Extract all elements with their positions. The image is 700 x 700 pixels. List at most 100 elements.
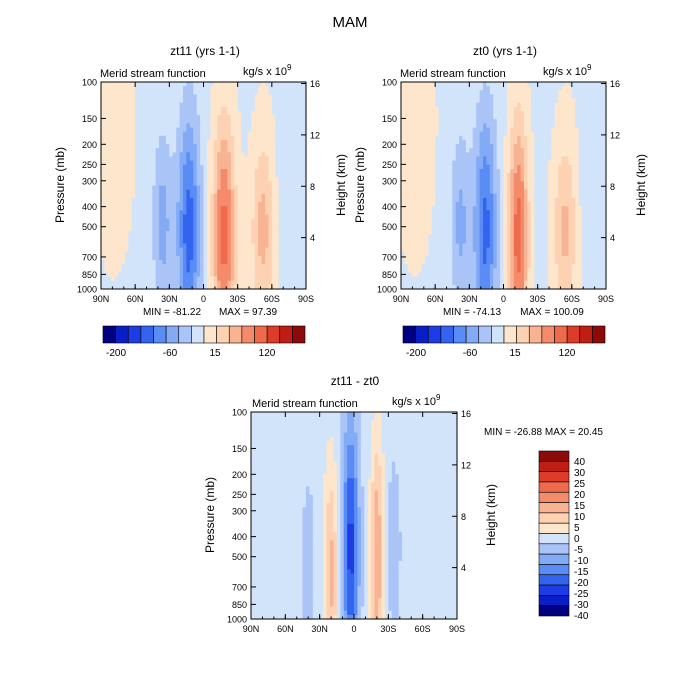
contour-cell (268, 119, 273, 124)
colorbar-swatch (127, 325, 142, 344)
contour-cell (527, 181, 532, 187)
contour-cell (510, 90, 515, 96)
contour-cell (465, 144, 470, 149)
contour-cell (210, 139, 215, 145)
contour-cell (213, 197, 218, 203)
contour-cell (186, 222, 191, 228)
contour-cell (486, 185, 491, 191)
contour-cell (159, 276, 164, 282)
contour-cell (575, 189, 580, 195)
contour-cell (271, 206, 276, 211)
contour-cell (510, 156, 515, 162)
contour-cell (135, 235, 140, 240)
contour-cell (254, 222, 259, 228)
contour-cell (551, 123, 556, 129)
contour-cell (285, 214, 290, 220)
contour-cell (220, 189, 225, 195)
contour-cell (571, 197, 576, 203)
contour-cell (506, 156, 511, 162)
contour-cell (431, 131, 436, 137)
contour-cell (162, 189, 167, 195)
contour-cell (404, 189, 409, 195)
contour-cell (159, 144, 164, 149)
contour-cell (111, 251, 116, 257)
contour-cell (183, 222, 188, 228)
contour-cell (183, 115, 188, 120)
contour-cell (179, 119, 184, 124)
contour-cell (568, 144, 573, 149)
contour-cell (469, 193, 474, 199)
contour-cell (565, 156, 570, 162)
contour-cell (241, 202, 246, 207)
contour-cell (152, 106, 157, 112)
contour-cell (101, 284, 106, 290)
contour-cell (155, 251, 160, 257)
contour-cell (265, 193, 270, 199)
contour-cell (155, 119, 160, 124)
contour-cell (595, 139, 600, 145)
contour-cell (578, 181, 583, 187)
contour-cell (295, 235, 300, 240)
contour-cell (500, 197, 505, 203)
contour-cell (544, 160, 549, 166)
contour-cell (237, 131, 242, 137)
contour-cell (299, 110, 304, 116)
contour-cell (241, 235, 246, 240)
contour-cell (435, 98, 440, 104)
contour-cell (288, 268, 293, 274)
contour-cell (599, 189, 604, 195)
contour-cell (520, 185, 525, 191)
contour-cell (203, 90, 208, 96)
contour-cell (448, 82, 453, 87)
contour-cell (578, 168, 583, 174)
contour-cell (568, 173, 573, 178)
contour-cell (183, 123, 188, 129)
contour-cell (585, 152, 590, 158)
contour-cell (445, 160, 450, 166)
contour-cell (445, 82, 450, 87)
contour-cell (404, 119, 409, 124)
contour-cell (271, 264, 276, 269)
contour-cell (602, 135, 607, 141)
contour-cell (520, 127, 525, 133)
contour-cell (561, 197, 566, 203)
contour-cell (431, 90, 436, 96)
contour-cell (165, 168, 170, 174)
contour-cell (159, 243, 164, 249)
contour-cell (565, 135, 570, 141)
contour-cell (217, 139, 222, 145)
contour-cell (159, 255, 164, 261)
contour-cell (169, 185, 174, 191)
contour-cell (421, 177, 426, 182)
contour-cell (142, 115, 147, 120)
contour-cell (547, 98, 552, 104)
x-tick-label: 90N (93, 294, 110, 304)
contour-cell (217, 102, 222, 108)
contour-cell (124, 226, 129, 232)
contour-cell (159, 168, 164, 174)
contour-cell (588, 106, 593, 112)
contour-cell (220, 173, 225, 178)
contour-cell (506, 177, 511, 182)
contour-cell (582, 123, 587, 129)
contour-cell (520, 181, 525, 187)
contour-cell (162, 164, 167, 170)
contour-cell (599, 110, 604, 116)
contour-cell (189, 152, 194, 158)
contour-cell (142, 193, 147, 199)
contour-cell (131, 139, 136, 145)
contour-cell (595, 148, 600, 153)
contour-cell (220, 264, 225, 269)
contour-cell (493, 181, 498, 187)
contour-cell (142, 202, 147, 207)
contour-cell (462, 98, 467, 104)
contour-cell (172, 94, 177, 100)
colorbar-swatch (254, 325, 268, 344)
contour-cell (251, 148, 256, 153)
contour-cell (203, 164, 208, 170)
contour-cell (295, 173, 300, 178)
contour-cell (237, 280, 242, 286)
colorbar-swatch (292, 325, 306, 344)
contour-cell (299, 243, 304, 249)
contour-cell (217, 210, 222, 216)
